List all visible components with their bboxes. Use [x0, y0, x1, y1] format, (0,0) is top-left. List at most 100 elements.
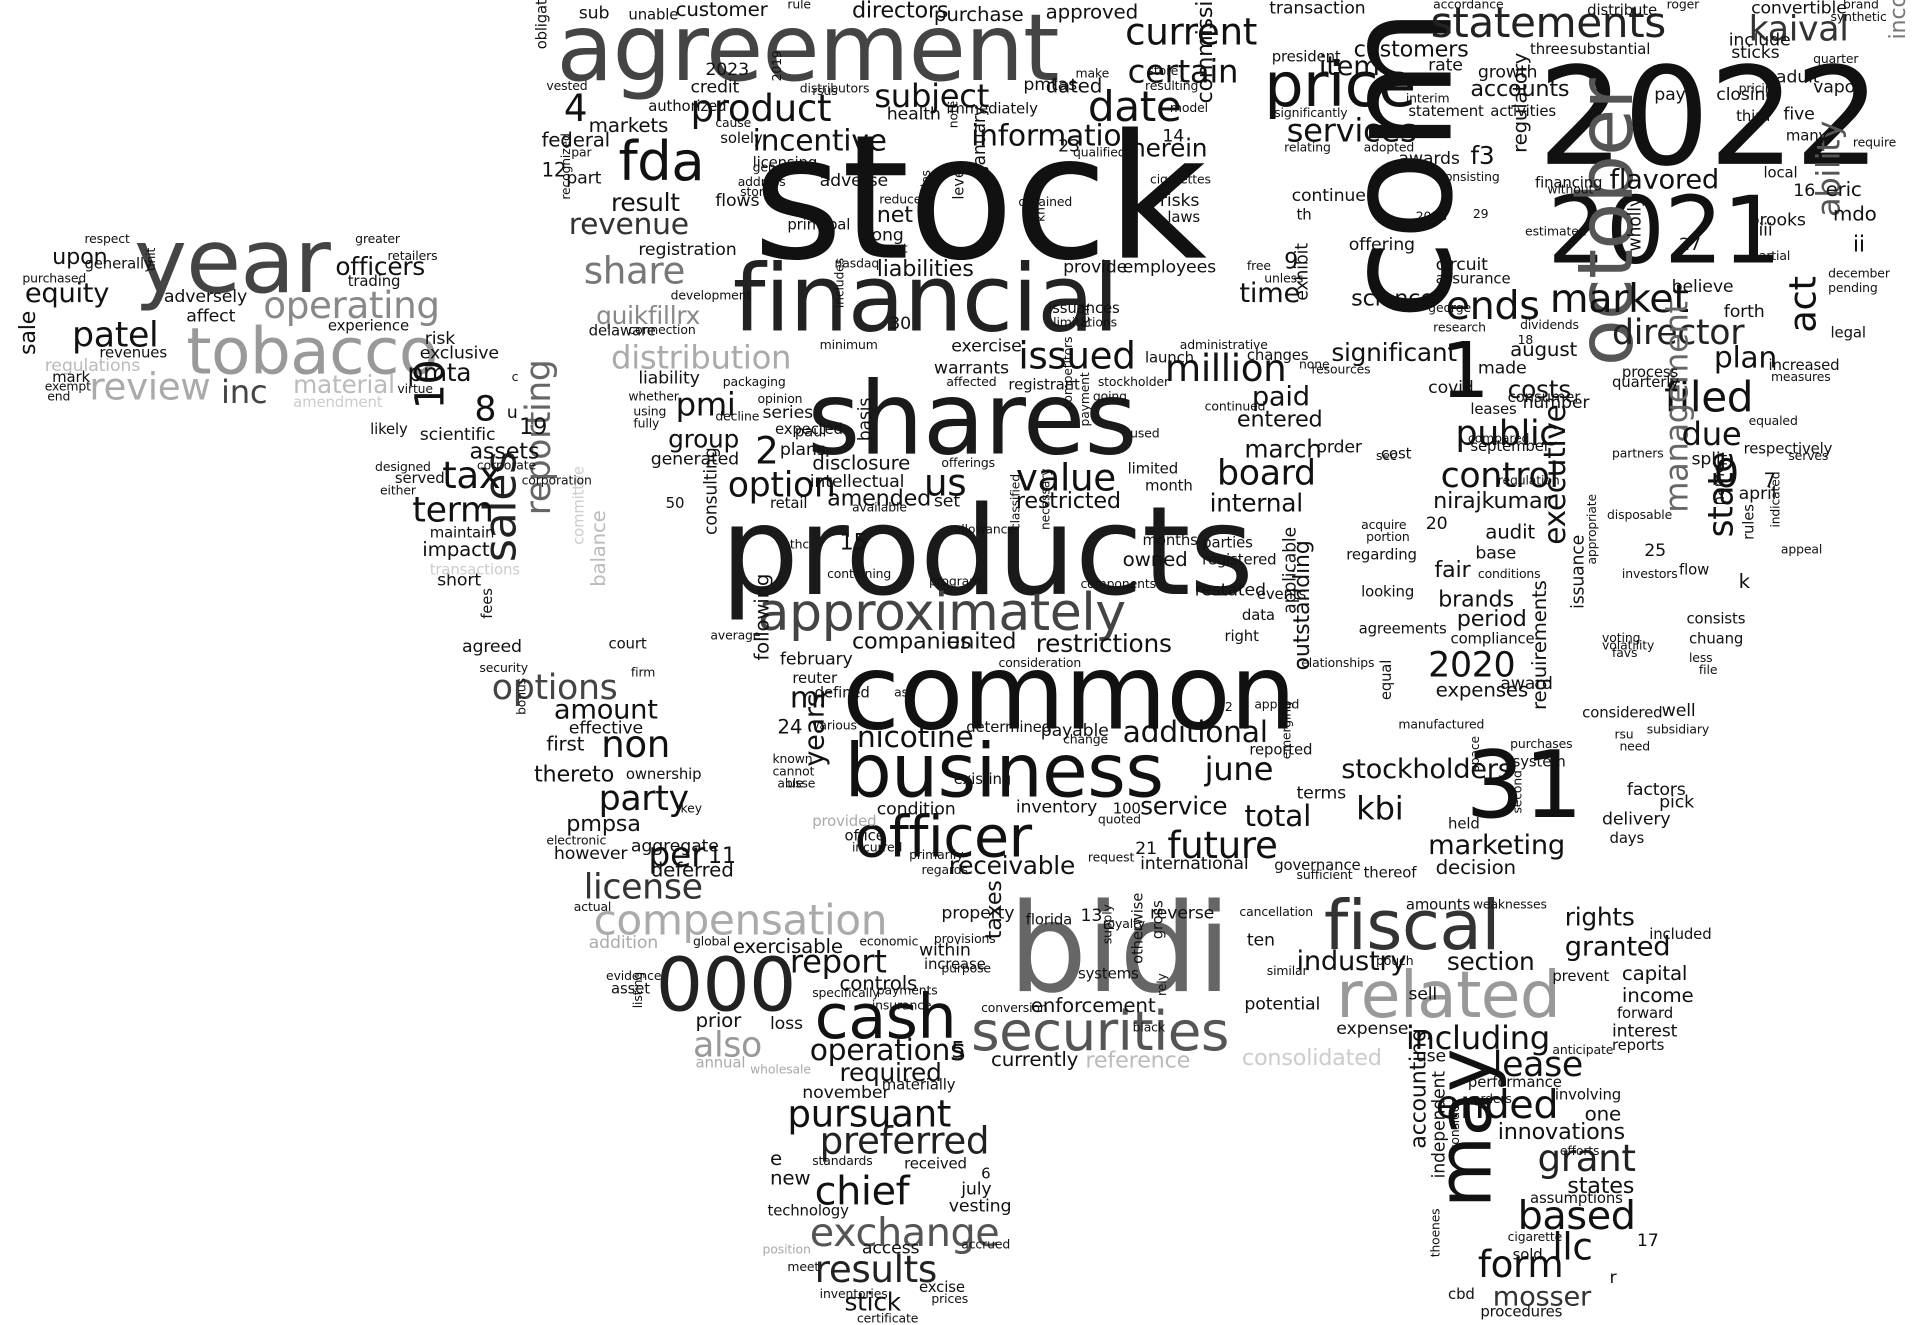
word-volatility: volatility: [1602, 639, 1655, 654]
word-payable: payable: [1040, 721, 1109, 741]
word-r: r: [1609, 1268, 1617, 1289]
word-000: 000: [655, 942, 797, 1030]
word-27: 27: [1679, 235, 1701, 256]
word-item: item: [1318, 51, 1380, 83]
word-incentive: incentive: [752, 123, 887, 158]
word-fda: fda: [618, 130, 705, 194]
word-black: black: [1132, 1021, 1165, 1036]
word-prior: prior: [695, 1008, 742, 1032]
word-available: available: [851, 501, 907, 516]
word-markets: markets: [588, 113, 669, 137]
word-paul: paul: [794, 422, 827, 441]
word-laws: laws: [1167, 208, 1201, 226]
word-customer: customer: [675, 0, 768, 21]
word-research: research: [1433, 321, 1486, 336]
word-2023: 2023: [705, 60, 749, 81]
word-fully: fully: [633, 417, 660, 432]
word-level: level: [950, 165, 968, 200]
word-material: material: [293, 369, 395, 400]
word-qualified: qualified: [1073, 146, 1126, 161]
word-unless: unless: [1264, 272, 1304, 286]
word-provisions: provisions: [933, 933, 996, 947]
word-change: change: [1063, 733, 1109, 747]
word-president: president: [1271, 48, 1341, 66]
word-16: 16: [1793, 181, 1816, 201]
word-short: short: [437, 570, 481, 591]
word-forward: forward: [1616, 1004, 1674, 1022]
word-k: k: [1738, 569, 1751, 593]
word-pmtas: pmtas: [1023, 75, 1077, 95]
word-corporation: corporation: [521, 474, 592, 489]
word-federal: federal: [541, 128, 611, 152]
word-included: included: [1649, 925, 1712, 943]
word-risk: risk: [424, 329, 456, 349]
word-use: use: [1415, 1046, 1447, 1067]
word-end: end: [47, 390, 71, 405]
word-15: 15: [839, 530, 868, 556]
word-restricted: restricted: [1015, 488, 1121, 514]
word-products: products: [720, 479, 1254, 624]
word-appeal: appeal: [1780, 543, 1823, 558]
word-ended: ended: [1435, 1080, 1559, 1128]
word-cbd: cbd: [1448, 1285, 1475, 1303]
word-companies: companies: [851, 628, 972, 655]
word-offering: offering: [1348, 235, 1415, 256]
word-shares: shares: [807, 361, 1137, 479]
word-information: information: [971, 118, 1140, 153]
word-relationships: relationships: [1296, 656, 1375, 671]
word-prices: prices: [931, 1292, 969, 1307]
word-kh: kh: [1034, 207, 1049, 222]
word-rules: rules: [1739, 504, 1758, 540]
word-capital: capital: [1621, 961, 1688, 985]
word-cigarettes: cigarettes: [1149, 173, 1211, 188]
word-many: many: [1785, 126, 1828, 145]
word-distribute: distribute: [1587, 1, 1658, 19]
word-product: product: [690, 87, 832, 131]
word-excise: excise: [919, 1278, 965, 1296]
word-administrative: administrative: [1179, 338, 1268, 353]
word-order: order: [1316, 437, 1362, 458]
word-scientific: scientific: [419, 425, 496, 445]
word-financing: financing: [1534, 173, 1603, 192]
word-grant: grant: [1537, 1137, 1636, 1181]
word-thc: thc: [789, 538, 810, 553]
word-exercisable: exercisable: [732, 934, 843, 958]
word-restrictions: restrictions: [1035, 628, 1172, 659]
word-june: june: [1204, 751, 1274, 789]
word-global: global: [692, 935, 731, 950]
word-stores: stores: [740, 186, 778, 200]
word-asc: asc: [894, 686, 915, 701]
word-officer: officer: [854, 803, 1032, 871]
word-virtue: virtue: [397, 383, 433, 397]
word-future: future: [1167, 824, 1278, 868]
word-6: 6: [981, 1164, 991, 1183]
word-brands: brands: [1438, 586, 1514, 613]
word-reduce: reduce: [879, 193, 922, 208]
word-served: served: [394, 469, 445, 487]
word-issuance: issuance: [1568, 534, 1589, 609]
word-par: par: [571, 146, 592, 161]
word-f3: f3: [1470, 140, 1495, 171]
word-sec: sec: [1376, 449, 1397, 464]
word-international: international: [1140, 854, 1249, 874]
word-directors: directors: [851, 0, 949, 24]
word-flavored: flavored: [1609, 165, 1720, 196]
word-retailers: retailers: [387, 250, 438, 264]
word-states: states: [1567, 1173, 1635, 1200]
word-deferred: deferred: [650, 857, 734, 882]
word-adverse: adverse: [819, 171, 889, 192]
word-22: 22: [1217, 701, 1233, 715]
word-listing: listing: [632, 971, 646, 1009]
word-specifically: specifically: [812, 987, 880, 1001]
word-purchase: purchase: [933, 2, 1024, 26]
word-act: act: [1782, 276, 1826, 333]
word-relating: relating: [1284, 141, 1331, 156]
word-2018: 2018: [1415, 210, 1447, 225]
word-award: award: [1500, 674, 1553, 694]
word-24: 24: [777, 714, 803, 739]
word-sub: sub: [578, 3, 610, 24]
word-leases: leases: [1470, 400, 1517, 418]
word-option: option: [727, 464, 836, 506]
word-subject: subject: [874, 78, 990, 116]
word-30: 30: [889, 314, 911, 335]
